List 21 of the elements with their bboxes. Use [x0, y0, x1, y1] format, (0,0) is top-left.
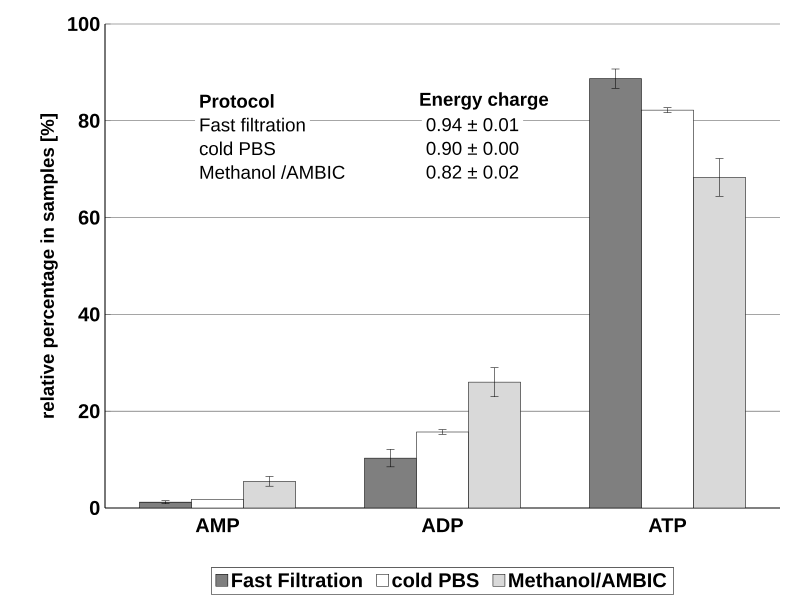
y-axis-title: relative percentage in samples [%]: [40, 114, 58, 418]
annotation: Energy charge: [420, 92, 548, 110]
annotation: 0.82 ± 0.02: [426, 165, 518, 179]
y-tick-label: 0: [90, 500, 100, 516]
legend-label: Methanol/AMBIC: [509, 572, 666, 588]
y-tick-label: 20: [78, 404, 100, 418]
legend-label: cold PBS: [392, 572, 479, 588]
y-tick-label: 80: [78, 114, 100, 128]
y-tick-label: 100: [68, 16, 100, 32]
x-tick-label: ATP: [648, 518, 686, 532]
x-tick-label: AMP: [196, 518, 240, 532]
annotation: Protocol: [200, 94, 274, 108]
annotation: Methanol /AMBIC: [200, 165, 345, 179]
legend-label: Fast Filtration: [232, 572, 362, 588]
annotation: cold PBS: [200, 142, 275, 156]
annotation: 0.94 ± 0.01: [426, 118, 518, 132]
y-tick-label: 60: [78, 210, 100, 225]
annotation: 0.90 ± 0.00: [426, 142, 518, 155]
x-tick-label: ADP: [422, 518, 463, 532]
y-tick-label: 40: [78, 307, 100, 322]
annotation: Fast filtration: [200, 118, 305, 132]
